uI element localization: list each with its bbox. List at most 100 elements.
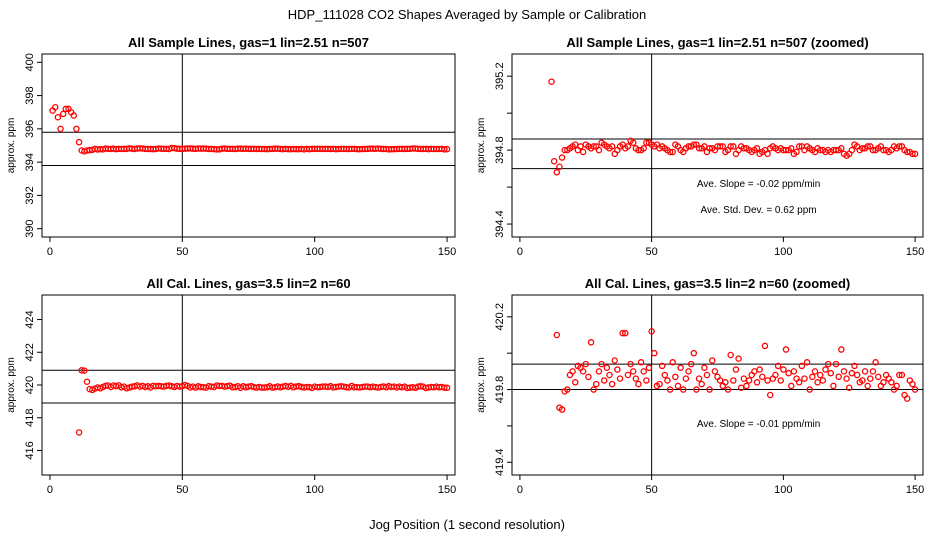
data-point (579, 148, 587, 156)
data-point (703, 371, 711, 379)
x-tick-label: 0 (47, 246, 53, 258)
data-point (782, 346, 790, 353)
y-tick-label: 416 (24, 441, 36, 459)
data-point (632, 375, 640, 382)
data-point (756, 366, 763, 373)
figure-title: HDP_111028 CO2 Shapes Averaged by Sample… (288, 7, 646, 22)
data-point (759, 373, 766, 381)
y-tick-label: 400 (24, 53, 36, 71)
data-point (627, 360, 634, 368)
chart-panel-4: All Cal. Lines, gas=3.5 lin=2 n=60 (zoom… (476, 276, 924, 496)
data-point (840, 368, 848, 375)
data-point (719, 143, 727, 150)
data-point (553, 169, 561, 176)
chart-annotation: Ave. Std. Dev. = 0.62 ppm (701, 205, 817, 216)
data-point (735, 355, 742, 362)
data-series (553, 328, 919, 413)
data-point (556, 163, 563, 171)
data-point (698, 380, 705, 388)
data-point (795, 143, 803, 150)
x-tick-label: 150 (438, 484, 456, 496)
data-point (861, 368, 869, 375)
x-tick-label: 50 (176, 484, 188, 496)
data-point (764, 150, 771, 158)
y-axis-label: approx. ppm (476, 357, 487, 413)
panels: All Sample Lines, gas=1 lin=2.51 n=507 0 5… (6, 35, 924, 496)
data-point (753, 145, 761, 152)
plot-frame (511, 53, 924, 238)
data-point (550, 157, 558, 165)
data-series (49, 103, 451, 155)
x-tick-label: 0 (517, 246, 523, 258)
y-tick-label: 419.8 (494, 376, 506, 404)
data-point (822, 366, 829, 373)
data-point (658, 362, 666, 370)
data-point (716, 143, 724, 150)
data-point (57, 125, 64, 133)
y-tick-label: 418 (24, 409, 36, 427)
data-point (564, 386, 571, 393)
data-point (664, 377, 671, 384)
chart-panel-3: All Cal. Lines, gas=3.5 lin=2 n=60 0 50 100… (6, 276, 456, 496)
data-point (441, 384, 448, 391)
y-tick-label: 394 (24, 153, 36, 171)
y-tick-label: 394.8 (494, 136, 506, 164)
data-point (843, 375, 850, 382)
data-point (693, 386, 700, 393)
data-point (727, 143, 734, 150)
data-point (803, 359, 811, 366)
data-point (772, 371, 779, 379)
data-point (645, 364, 653, 371)
data-point (677, 364, 684, 371)
data-point (595, 368, 603, 375)
data-point (851, 362, 858, 370)
data-point (598, 360, 605, 368)
data-point (798, 362, 806, 370)
data-point (806, 386, 813, 393)
data-point (777, 377, 784, 384)
chart-title: All Sample Lines, gas=1 lin=2.51 n=507 (128, 35, 369, 50)
data-point (838, 145, 845, 152)
chart-annotation: Ave. Slope = -0.01 ppm/min (697, 419, 821, 430)
data-point (706, 386, 713, 393)
data-point (780, 366, 787, 373)
data-point (724, 386, 732, 393)
data-point (590, 143, 597, 150)
data-point (70, 112, 78, 119)
y-tick-label: 420 (24, 376, 36, 394)
data-point (708, 357, 716, 364)
data-point (59, 110, 67, 118)
x-tick-label: 0 (47, 484, 53, 496)
chart-panel-2: All Sample Lines, gas=1 lin=2.51 n=507 (… (476, 35, 924, 258)
data-point (853, 371, 861, 379)
data-point (585, 373, 592, 381)
data-point (441, 146, 448, 153)
data-point (443, 384, 451, 392)
data-point (911, 150, 919, 158)
data-point (832, 360, 840, 368)
y-tick-label: 398 (24, 86, 36, 104)
x-tick-label: 0 (517, 484, 523, 496)
data-point (624, 143, 632, 150)
data-point (669, 148, 676, 156)
y-axis-label: approx. ppm (476, 118, 487, 174)
data-point (78, 367, 85, 374)
data-series (75, 367, 451, 436)
data-point (640, 145, 647, 152)
data-point (582, 360, 590, 368)
data-point (909, 150, 916, 158)
y-tick-label: 390 (24, 220, 36, 238)
x-tick-label: 150 (906, 484, 924, 496)
data-point (666, 148, 674, 156)
data-point (730, 143, 737, 150)
data-point (701, 364, 708, 371)
x-tick-label: 100 (774, 484, 792, 496)
data-point (896, 371, 903, 379)
data-point (622, 329, 629, 337)
data-point (651, 349, 658, 357)
data-point (680, 386, 687, 393)
data-point (903, 395, 911, 402)
data-point (869, 368, 877, 375)
data-point (606, 371, 613, 379)
data-point (75, 138, 83, 146)
